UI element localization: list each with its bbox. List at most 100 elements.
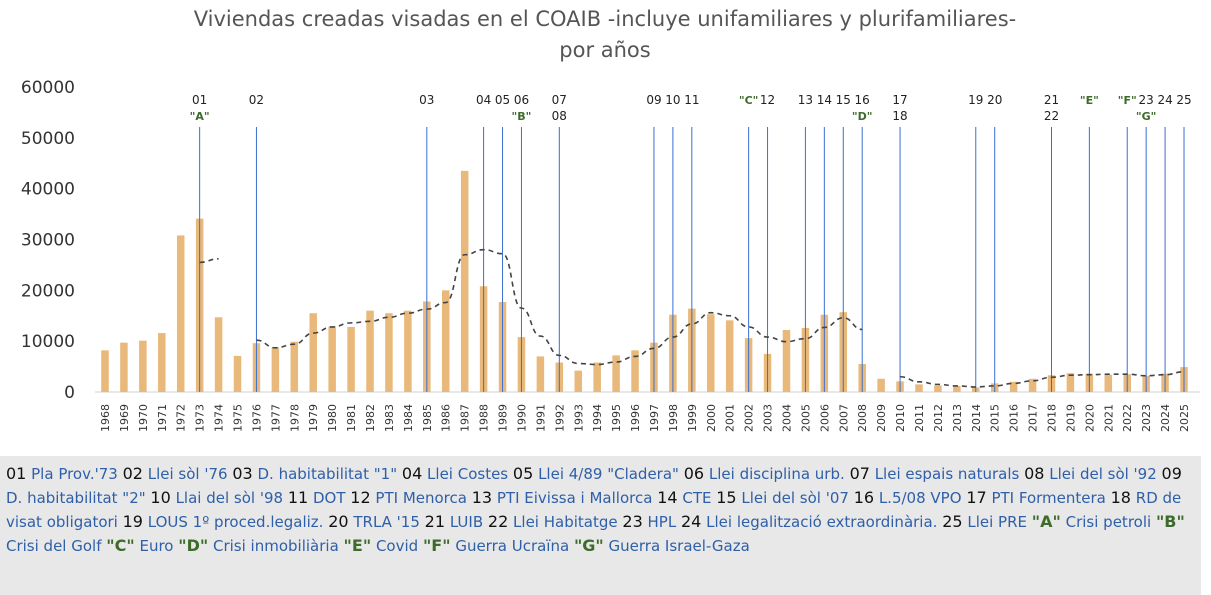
x-tick-label: 2023 bbox=[1140, 404, 1153, 432]
legend-code: "E" bbox=[343, 536, 372, 555]
marker-label: 08 bbox=[552, 109, 567, 123]
marker-label: 12 bbox=[760, 93, 775, 107]
legend-text: Llei legalització extraordinària. bbox=[706, 513, 938, 531]
bar-1982 bbox=[366, 310, 374, 392]
legend-text: PTI Formentera bbox=[991, 489, 1106, 507]
y-tick-label: 10000 bbox=[21, 332, 75, 352]
x-tick-label: 1969 bbox=[118, 404, 131, 432]
x-tick-label: 1986 bbox=[440, 404, 453, 432]
marker-letter: "A" bbox=[190, 110, 210, 123]
bar-1980 bbox=[328, 326, 336, 392]
x-tick-label: 1994 bbox=[591, 404, 604, 432]
marker-label: 09 bbox=[646, 93, 661, 107]
x-tick-label: 2009 bbox=[875, 404, 888, 432]
bar-2009 bbox=[877, 378, 885, 392]
bar-1986 bbox=[441, 290, 450, 392]
legend-code: "G" bbox=[573, 536, 604, 555]
legend-code: 15 bbox=[716, 488, 737, 507]
trend-segment bbox=[199, 258, 219, 264]
x-tick-label: 1974 bbox=[213, 404, 226, 432]
bar-1970 bbox=[139, 340, 147, 392]
legend-code: 25 bbox=[942, 512, 963, 531]
bar-2019 bbox=[1066, 373, 1075, 392]
legend-text: Guerra Ucraïna bbox=[455, 537, 570, 555]
bar-1991 bbox=[536, 356, 545, 392]
bar-2000 bbox=[707, 314, 715, 392]
x-tick-label: 1991 bbox=[534, 404, 547, 432]
x-tick-label: 1982 bbox=[364, 404, 377, 432]
legend-code: 04 bbox=[401, 464, 423, 483]
x-tick-label: 1971 bbox=[156, 404, 169, 432]
marker-letter: "C" bbox=[739, 94, 759, 107]
legend-code: 01 bbox=[6, 464, 27, 483]
x-tick-label: 1981 bbox=[345, 404, 358, 432]
marker-letter: "G" bbox=[1136, 110, 1157, 123]
legend-code: 13 bbox=[471, 488, 493, 507]
legend-text: Crisi inmobiliària bbox=[213, 537, 339, 555]
legend-code: 21 bbox=[424, 512, 446, 531]
trend-segment bbox=[256, 248, 863, 366]
x-tick-label: 2000 bbox=[705, 404, 718, 432]
y-tick-label: 20000 bbox=[21, 281, 75, 301]
y-axis: 0 10000 20000 30000 40000 50000 60000 bbox=[21, 78, 75, 403]
legend: 01 Pla Prov.'73 02 Llei sòl '76 03 D. ha… bbox=[0, 456, 1201, 595]
legend-code: 22 bbox=[487, 512, 509, 531]
marker-label: 07 bbox=[552, 93, 567, 107]
marker-letter: "E" bbox=[1080, 94, 1099, 107]
x-tick-label: 1987 bbox=[459, 404, 472, 432]
legend-text: Crisi petroli bbox=[1065, 513, 1152, 531]
bar-1984 bbox=[404, 310, 412, 392]
legend-text: D. habitabilitat "2" bbox=[6, 489, 146, 507]
x-tick-label: 2004 bbox=[780, 404, 793, 432]
bar-1987 bbox=[460, 170, 469, 392]
x-axis: 1968 1969 1970 1971 1972 1973 1974 1975 1976 1977… bbox=[95, 391, 1200, 432]
bar-2004 bbox=[782, 329, 791, 392]
legend-text: Llei del sòl '07 bbox=[741, 489, 849, 507]
x-tick-label: 2015 bbox=[989, 404, 1002, 432]
legend-code: 20 bbox=[328, 512, 349, 531]
bar-1993 bbox=[574, 370, 582, 392]
legend-text: PTI Eivissa i Mallorca bbox=[496, 489, 653, 507]
x-tick-label: 2020 bbox=[1083, 404, 1096, 432]
legend-code: 03 bbox=[232, 464, 253, 483]
legend-text: LOUS 1º proced.legaliz. bbox=[147, 513, 324, 531]
marker-label: 06 bbox=[514, 93, 529, 107]
bar-1975 bbox=[233, 355, 242, 392]
marker-label: 16 bbox=[855, 93, 870, 107]
x-tick-label: 2006 bbox=[818, 404, 831, 432]
marker-label: 11 bbox=[684, 93, 699, 107]
marker-label: 10 bbox=[665, 93, 680, 107]
marker-letter: "F" bbox=[1118, 94, 1137, 107]
x-tick-label: 2014 bbox=[970, 404, 983, 432]
marker-label: 04 bbox=[476, 93, 491, 107]
x-tick-label: 2011 bbox=[913, 404, 926, 432]
x-tick-label: 1993 bbox=[572, 404, 585, 432]
x-tick-label: 2022 bbox=[1121, 404, 1134, 432]
bar-2016 bbox=[1009, 381, 1018, 392]
legend-text: Llai del sòl '98 bbox=[175, 489, 284, 507]
legend-text: L.5/08 VPO bbox=[878, 489, 962, 507]
bar-series bbox=[101, 170, 1188, 392]
bar-2017 bbox=[1028, 378, 1037, 392]
legend-code: 17 bbox=[966, 488, 987, 507]
legend-text: Llei sòl '76 bbox=[147, 465, 228, 483]
x-tick-label: 2010 bbox=[894, 404, 907, 432]
marker-label: 15 bbox=[836, 93, 851, 107]
marker-label: 19 bbox=[968, 93, 983, 107]
marker-label: 21 bbox=[1044, 93, 1059, 107]
legend-code: 09 bbox=[1161, 464, 1182, 483]
bar-2021 bbox=[1104, 374, 1113, 392]
x-tick-label: 1977 bbox=[269, 404, 282, 432]
legend-code: "B" bbox=[1155, 512, 1185, 531]
x-tick-label: 1992 bbox=[553, 404, 566, 432]
legend-code: "F" bbox=[422, 536, 451, 555]
bar-1981 bbox=[347, 326, 355, 392]
marker-label: 22 bbox=[1044, 109, 1059, 123]
legend-text: Crisi del Golf bbox=[6, 537, 102, 555]
legend-code: 24 bbox=[681, 512, 702, 531]
x-tick-label: 2007 bbox=[837, 404, 850, 432]
x-tick-label: 1988 bbox=[478, 404, 491, 432]
x-tick-label: 2021 bbox=[1102, 404, 1115, 432]
legend-text: Guerra Israel-Gaza bbox=[608, 537, 750, 555]
legend-text: Covid bbox=[375, 537, 419, 555]
